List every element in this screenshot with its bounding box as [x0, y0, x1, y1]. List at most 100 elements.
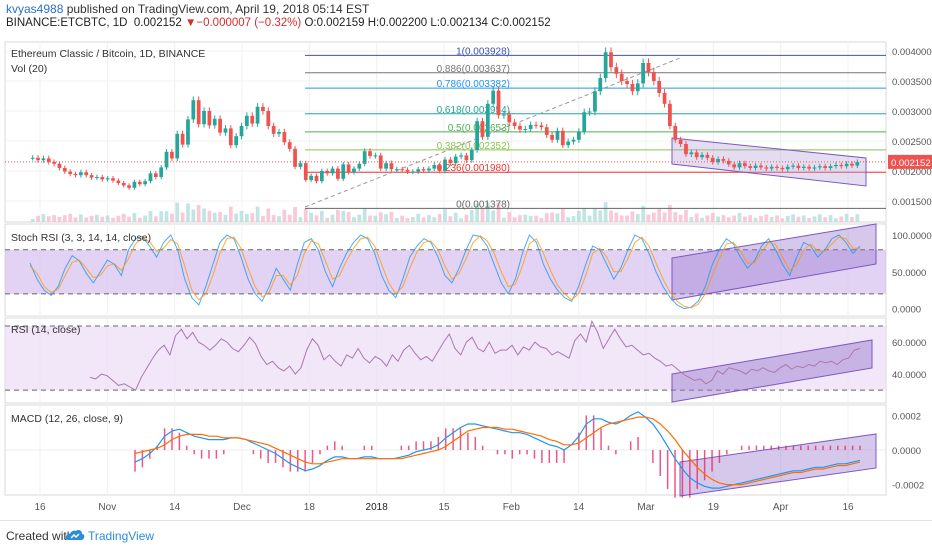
volume-bar	[186, 203, 190, 222]
macd-channel	[679, 433, 877, 497]
candle-body	[373, 155, 378, 157]
volume-bar	[330, 214, 335, 222]
volume-bar	[534, 215, 538, 222]
volume-bar	[261, 215, 265, 222]
fib-label: 0.886(0.003637)	[437, 64, 510, 75]
candle-body	[170, 151, 174, 159]
candle-body	[180, 133, 185, 145]
volume-bar	[662, 212, 667, 222]
symbol-label: BINANCE:ETCBTC, 1D	[6, 17, 128, 29]
volume-bar	[384, 214, 388, 222]
candle-body	[89, 175, 94, 178]
x-tick-label: Apr	[773, 502, 789, 513]
candle-body	[319, 171, 324, 182]
volume-bar	[528, 215, 533, 222]
volume-bar	[582, 208, 587, 222]
volume-bar	[566, 217, 571, 222]
candle-body	[550, 135, 554, 140]
candle-body	[603, 52, 608, 78]
volume-bar	[271, 215, 276, 222]
candle-body	[186, 119, 190, 145]
volume-bar	[416, 213, 421, 222]
candle-body	[801, 166, 806, 168]
candle-body	[534, 124, 538, 126]
volume-bar	[437, 214, 442, 222]
tradingview-cloud-icon[interactable]	[65, 528, 85, 542]
candle-body	[153, 173, 158, 177]
volume-bar	[539, 218, 544, 222]
candle-body	[791, 165, 795, 167]
candle-body	[512, 122, 517, 126]
candle-body	[309, 175, 314, 180]
candle-body	[121, 183, 126, 186]
fib-label: 1(0.003928)	[456, 46, 510, 57]
candle-body	[287, 142, 292, 149]
stoch-k-line	[29, 234, 861, 310]
volume-bar	[244, 213, 249, 222]
volume-bar	[180, 212, 185, 222]
fib-label: 0.786(0.003382)	[437, 79, 510, 90]
volume-bar	[775, 215, 779, 222]
x-tick-label: 2018	[366, 502, 389, 513]
price-pane-title: Ethereum Classic / Bitcoin, 1D, BINANCE	[11, 48, 205, 60]
tradingview-link[interactable]: TradingView	[88, 529, 155, 543]
volume-bar	[507, 212, 512, 222]
candle-body	[73, 174, 78, 176]
volume-bar	[464, 214, 469, 222]
volume-bar	[319, 210, 324, 222]
band-fill	[5, 326, 886, 391]
volume-bar	[432, 217, 437, 222]
candle-body	[41, 158, 46, 161]
volume-bar	[346, 212, 351, 222]
candle-body	[684, 144, 688, 155]
candle-body	[30, 157, 35, 159]
candle-body	[314, 175, 319, 182]
rsi-pane-title: RSI (14, close)	[11, 324, 80, 336]
x-tick-label: 19	[708, 502, 720, 513]
candle-body	[785, 166, 790, 170]
price-channel	[671, 137, 867, 187]
chart-canvas[interactable]: 16 Nov 14 Dec 18 2018 15 Feb 14 Mar 19 Apr 16 0.00400…	[0, 0, 932, 520]
volume-bar	[668, 204, 672, 222]
candle-body	[769, 166, 774, 169]
candle-body	[191, 100, 196, 120]
candle-body	[759, 165, 763, 168]
volume-bar	[657, 209, 662, 222]
volume-bar	[609, 210, 613, 222]
volume-bar	[410, 217, 415, 222]
volume-bar	[170, 213, 174, 222]
candle-body	[576, 131, 581, 140]
volume-bar	[518, 215, 522, 222]
volume-bar	[646, 214, 651, 222]
volume-bar	[277, 216, 281, 222]
volume-bar	[352, 217, 356, 222]
volume-bar	[453, 212, 458, 222]
volume-bar	[844, 213, 849, 222]
candle-body	[496, 90, 501, 116]
candle-body	[266, 111, 271, 126]
publish-info: published on TradingView.com, April 19, …	[63, 2, 370, 16]
candle-body	[352, 168, 356, 173]
candle-body	[282, 132, 287, 143]
candle-body	[421, 169, 426, 171]
x-tick-label: 18	[304, 502, 316, 513]
volume-bar	[571, 216, 576, 222]
volume-bar	[469, 209, 474, 222]
author-link[interactable]: kvyas4988	[6, 2, 64, 16]
candle-body	[507, 114, 512, 123]
price-tick-label: 0.003000	[892, 107, 932, 118]
candle-body	[710, 157, 715, 162]
candle-body	[410, 171, 415, 173]
candle-body	[678, 139, 683, 144]
candle-body	[202, 111, 206, 125]
candle-body	[614, 67, 619, 74]
volume-bar	[30, 219, 35, 222]
rsi-channel	[671, 339, 873, 403]
volume-bar	[121, 213, 126, 222]
x-tick-label: Mar	[637, 502, 655, 513]
volume-bar	[228, 206, 233, 222]
volume-bar	[769, 217, 774, 222]
price-tick-label: 0.003500	[892, 77, 932, 88]
candle-body	[705, 154, 710, 158]
candle-body	[464, 155, 469, 161]
